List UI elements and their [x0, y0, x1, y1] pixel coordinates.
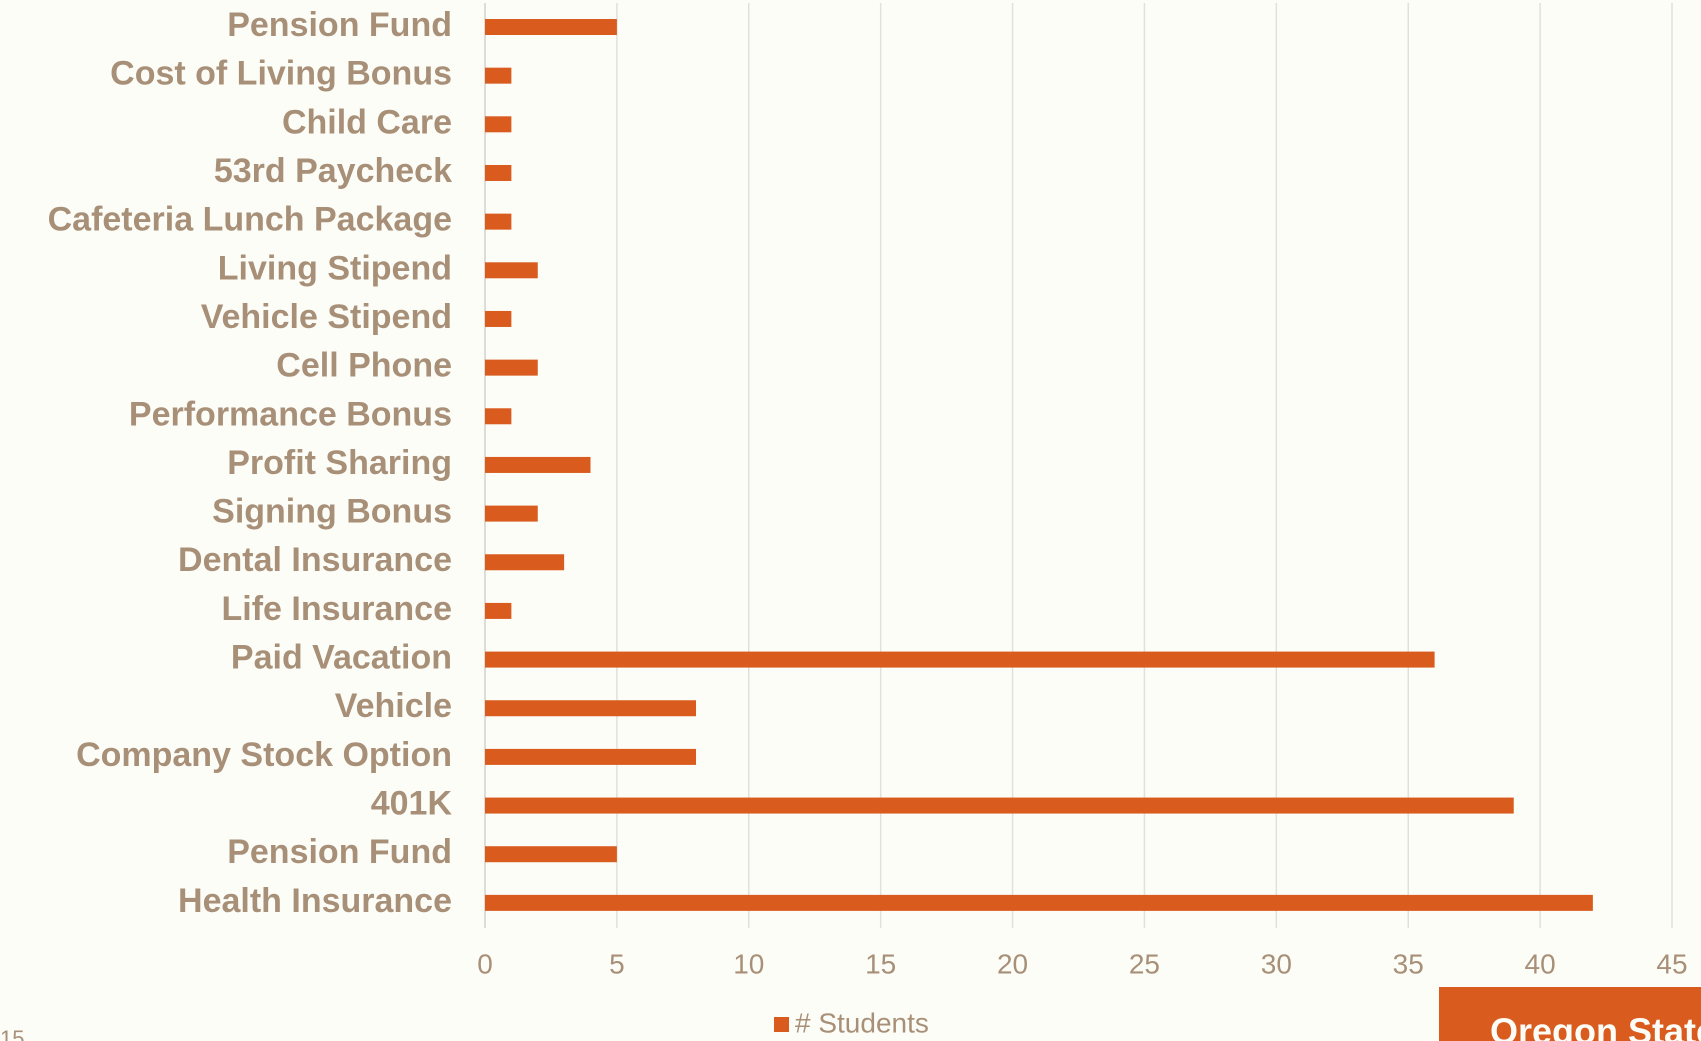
x-tick-label: 30 [1261, 948, 1292, 979]
bar [485, 262, 538, 279]
slide-number: 15 [0, 1026, 24, 1041]
bar [485, 846, 617, 863]
y-tick-label: Dental Insurance [178, 541, 452, 579]
bar [485, 554, 565, 571]
bar [485, 310, 512, 327]
x-tick-label: 15 [865, 948, 896, 979]
bar [485, 505, 538, 522]
y-tick-label: Pension Fund [227, 6, 452, 44]
bar [485, 700, 697, 717]
brand: Oregon State [1490, 1011, 1701, 1041]
legend-swatch [774, 1017, 789, 1032]
bar [485, 408, 512, 425]
y-tick-label: Vehicle Stipend [201, 298, 452, 336]
bar [485, 164, 512, 181]
bar [485, 19, 617, 35]
y-tick-label: Profit Sharing [227, 444, 452, 482]
y-tick-label: Performance Bonus [129, 395, 452, 433]
brand-block [1439, 987, 1701, 1041]
bar [485, 748, 697, 765]
y-tick-label: Signing Bonus [212, 493, 452, 531]
y-tick-label: Cell Phone [276, 347, 452, 385]
bar [485, 894, 1593, 911]
x-tick-label: 25 [1129, 948, 1160, 979]
y-tick-label: Health Insurance [178, 882, 452, 920]
x-tick-label: 0 [477, 948, 493, 979]
bar [485, 797, 1514, 814]
y-tick-label: Cafeteria Lunch Package [48, 201, 452, 239]
x-tick-label: 20 [997, 948, 1028, 979]
y-tick-label: Child Care [282, 103, 452, 141]
y-tick-label: Pension Fund [227, 833, 452, 871]
bar [485, 213, 512, 230]
x-tick-label: 10 [733, 948, 764, 979]
bar [485, 456, 591, 473]
y-tick-label: Cost of Living Bonus [110, 55, 452, 93]
bar [485, 67, 512, 84]
y-tick-label: Vehicle [335, 687, 452, 725]
x-tick-label: 40 [1525, 948, 1556, 979]
y-tick-label: Living Stipend [218, 249, 452, 287]
y-tick-label: Company Stock Option [76, 736, 452, 774]
x-tick-label: 35 [1393, 948, 1424, 979]
bar [485, 651, 1435, 668]
bar [485, 602, 512, 619]
bar [485, 359, 538, 376]
y-tick-label: Life Insurance [221, 590, 452, 628]
y-tick-label: Paid Vacation [231, 639, 452, 677]
y-tick-label: 401K [371, 785, 453, 823]
x-tick-label: 5 [609, 948, 625, 979]
bar [485, 116, 512, 133]
y-tick-label: 53rd Paycheck [214, 152, 452, 190]
legend-label: # Students [795, 1007, 929, 1038]
x-tick-label: 45 [1656, 948, 1687, 979]
